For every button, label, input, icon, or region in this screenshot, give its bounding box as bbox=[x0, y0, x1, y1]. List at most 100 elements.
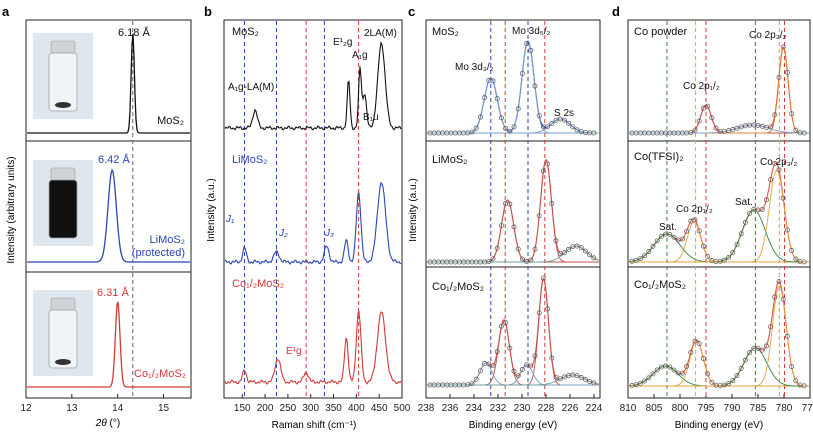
panel-b-xlabel: Raman shift (cm⁻¹) bbox=[272, 420, 357, 431]
a-label-limos2: LiMoS₂ bbox=[150, 234, 185, 246]
b-ann-j3: J₃ bbox=[324, 228, 334, 239]
xps-c-limos2-point bbox=[524, 258, 530, 264]
xps-d-co-point bbox=[633, 382, 639, 388]
xps-c-limos2-point bbox=[528, 257, 534, 263]
xps-d-tfsi-point bbox=[768, 177, 774, 183]
d-ann-sat-1: Sat. bbox=[659, 222, 677, 233]
xps-d-co-point bbox=[688, 350, 694, 355]
xps-d-co-point bbox=[793, 378, 799, 384]
b-label-limos2: LiMoS₂ bbox=[232, 154, 267, 166]
x-tick-label-d-0: 810 bbox=[620, 403, 637, 414]
xps-d-tfsi-point bbox=[742, 219, 748, 225]
xps-d-co-point bbox=[654, 367, 660, 373]
xps-d-tfsi-point bbox=[692, 217, 698, 223]
xps-c-co-point bbox=[469, 381, 475, 387]
xps-c-limos2-point bbox=[549, 200, 555, 206]
xps-d-co-point bbox=[738, 365, 744, 371]
xps-d-co-point bbox=[650, 371, 656, 377]
xps-d-tfsi-point bbox=[646, 249, 652, 254]
xps-d-tfsi-point bbox=[705, 253, 711, 259]
panel-c-ylabel: Intensity (a.u.) bbox=[408, 178, 419, 241]
xps-d-powder-point bbox=[768, 124, 774, 130]
xps-c-co-point bbox=[473, 376, 479, 382]
xps-c-mos2-point bbox=[473, 125, 479, 131]
xps-d-co-component-1 bbox=[629, 340, 809, 387]
xps-d-tfsi-point bbox=[789, 247, 795, 253]
xps-d-co-point bbox=[684, 363, 690, 369]
xps-c-co-point bbox=[557, 376, 563, 382]
d-label-cotfsi: Co(TFSI)₂ bbox=[634, 151, 684, 163]
xps-d-co-point bbox=[726, 381, 732, 387]
xps-d-co-point bbox=[696, 341, 702, 347]
xps-c-mos2-point bbox=[566, 120, 572, 126]
x-tick-label-d-2: 800 bbox=[672, 403, 689, 414]
xps-d-tfsi-point bbox=[650, 243, 656, 249]
xps-c-limos2-point bbox=[540, 168, 546, 174]
x-tick-label-a-3: 15 bbox=[158, 403, 170, 414]
xps-c-mos2-point bbox=[553, 117, 559, 123]
xps-d-co-point bbox=[642, 378, 648, 384]
xps-c-mos2-point bbox=[511, 124, 517, 130]
xps-c-mos2-envelope bbox=[427, 40, 599, 134]
x-tick-label-d-7: 775 bbox=[802, 403, 813, 414]
panel-c-frame bbox=[425, 19, 601, 399]
xps-d-tfsi-point bbox=[738, 231, 744, 237]
c-label-mos2: MoS₂ bbox=[432, 26, 459, 38]
xps-d-co-point bbox=[768, 324, 774, 330]
panel-d-frame bbox=[627, 19, 811, 399]
xrd-curve-limos2 bbox=[27, 168, 190, 263]
xps-c-mos2-point bbox=[503, 126, 509, 131]
c-ann-s2s: S 2s bbox=[554, 108, 574, 119]
xps-c-mos2-point bbox=[532, 83, 538, 89]
xps-c-limos2-point bbox=[561, 250, 567, 256]
xps-c-co-point bbox=[503, 320, 509, 326]
xps-c-co-point bbox=[498, 323, 504, 329]
c-label-co: Co₁/₂MoS₂ bbox=[432, 281, 484, 293]
xps-d-tfsi-point bbox=[772, 160, 778, 166]
xps-d-powder-point bbox=[734, 125, 740, 131]
xps-d-co-point bbox=[789, 364, 795, 369]
x-tick-label-d-4: 790 bbox=[724, 403, 741, 414]
xps-c-co-point bbox=[532, 353, 538, 359]
xps-d-tfsi-point bbox=[726, 254, 732, 260]
b-ann-2la: 2LA(M) bbox=[364, 28, 397, 39]
xps-d-tfsi-point bbox=[696, 228, 702, 234]
xps-d-tfsi-point bbox=[780, 195, 786, 201]
xps-c-limos2-point bbox=[519, 256, 525, 262]
xps-d-tfsi-point bbox=[734, 241, 740, 247]
xps-d-tfsi-point bbox=[759, 207, 765, 213]
xps-c-co-point bbox=[528, 363, 534, 369]
xps-c-co-point bbox=[477, 368, 483, 374]
xps-d-tfsi-point bbox=[776, 167, 782, 173]
panel-b-frame bbox=[223, 19, 403, 399]
x-tick-label-b-0: 150 bbox=[234, 403, 251, 414]
xps-d-tfsi-point bbox=[747, 210, 753, 216]
b-label-mos2: MoS₂ bbox=[232, 26, 259, 38]
vial-body-1 bbox=[48, 179, 78, 239]
xps-c-co-point bbox=[582, 376, 588, 382]
panel-a-xlabel-symbol: 2θ bbox=[95, 418, 108, 429]
vial-body-0 bbox=[48, 52, 78, 112]
xps-d-co-component-2 bbox=[629, 347, 809, 387]
xps-d-co-point bbox=[637, 380, 643, 386]
xps-c-co-point bbox=[587, 378, 593, 384]
xps-c-mos2-point bbox=[494, 96, 500, 102]
xps-c-limos2-point bbox=[545, 161, 551, 167]
raman-curve-co bbox=[224, 310, 402, 385]
b-ann-e2g: E¹₂g bbox=[333, 37, 352, 48]
xps-c-limos2-point bbox=[582, 248, 588, 254]
xps-d-powder-point bbox=[700, 105, 706, 111]
panel-letter-a: a bbox=[2, 4, 10, 19]
xps-d-co-point bbox=[692, 338, 698, 344]
xps-d-tfsi-point bbox=[684, 228, 690, 234]
b-ann-a1gla: A₁g-LA(M) bbox=[228, 82, 274, 93]
xps-d-powder-point bbox=[730, 127, 736, 132]
raman-curve-mos2 bbox=[224, 41, 402, 131]
x-tick-label-d-3: 795 bbox=[698, 403, 715, 414]
xps-d-co-point bbox=[742, 357, 748, 363]
xps-d-co-point bbox=[801, 383, 807, 389]
xps-c-limos2-component-0 bbox=[427, 199, 599, 263]
d-ann-2p32-tfsi: Co 2p₃/₂ bbox=[760, 157, 798, 168]
panel-b-ylabel: Intensity (a.u.) bbox=[206, 178, 217, 241]
xps-d-powder-point bbox=[713, 125, 719, 131]
